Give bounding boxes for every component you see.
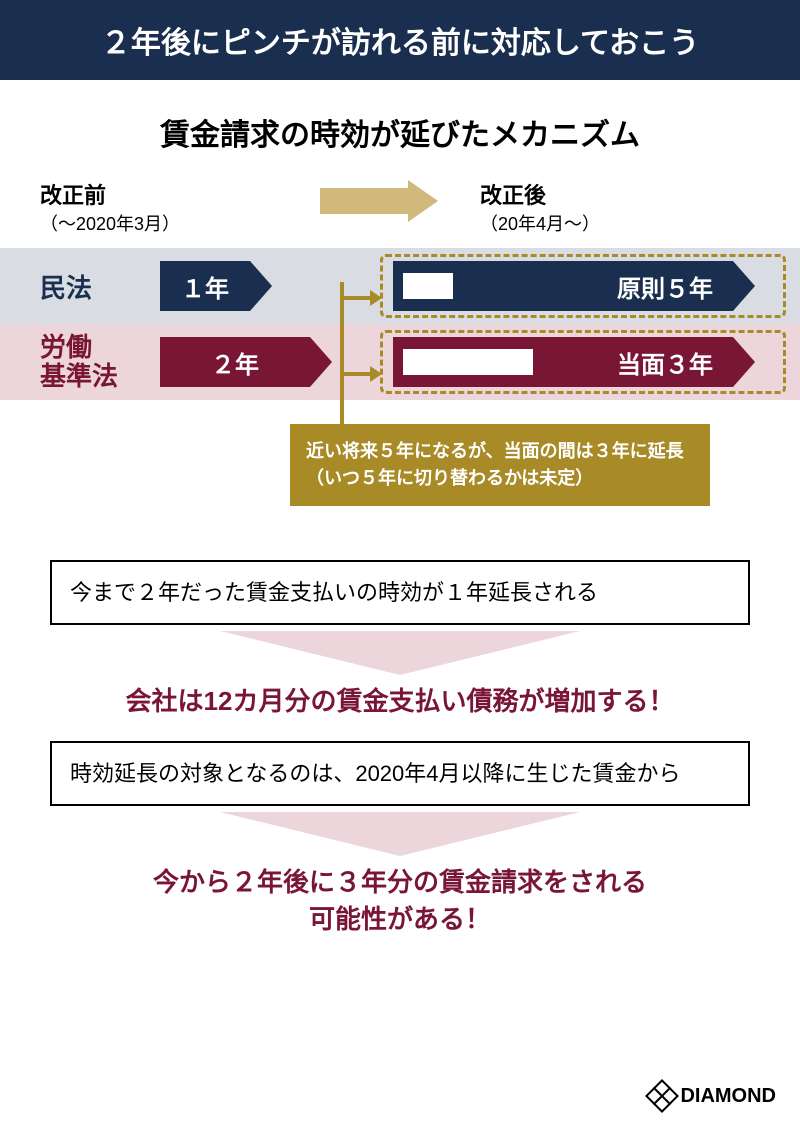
flow-box-1: 今まで２年だった賃金支払いの時効が１年延長される <box>50 560 750 625</box>
civil-after-box: 原則５年 <box>380 254 786 318</box>
row-labor-law: 労働 基準法 ２年 当面３年 <box>0 324 800 400</box>
row-civil-law: 民法 １年 原則５年 <box>0 248 800 324</box>
arrowhead-icon <box>370 366 382 382</box>
period-arrow <box>310 178 450 218</box>
connector-h1 <box>340 296 372 300</box>
civil-after-chip: 原則５年 <box>393 261 733 311</box>
emphasis-1-text: 会社は12カ月分の賃金支払い債務が増加する！ <box>126 686 675 716</box>
emphasis-2-text: 今から２年後に３年分の賃金請求をされる 可能性がある！ <box>153 867 647 933</box>
chevron-right-icon <box>733 337 755 387</box>
chevron-right-icon <box>310 337 332 387</box>
period-before-sub: （〜2020年3月） <box>40 210 310 236</box>
chevron-right-icon <box>250 261 272 311</box>
emphasis-2: 今から２年後に３年分の賃金請求をされる 可能性がある！ <box>50 864 750 937</box>
period-after-sub: （20年4月〜） <box>480 210 760 236</box>
civil-after-value: 原則５年 <box>617 269 713 304</box>
labor-before-chip: ２年 <box>160 337 310 387</box>
diamond-icon <box>645 1079 679 1113</box>
note-text: 近い将来５年になるが、当面の間は３年に延長 （いつ５年に切り替わるかは未定） <box>306 441 684 488</box>
period-before-title: 改正前 <box>40 178 310 210</box>
labor-label-line1: 労働 <box>40 333 160 362</box>
labor-law-label: 労働 基準法 <box>40 333 160 390</box>
civil-before-chip: １年 <box>160 261 250 311</box>
period-headers: 改正前 （〜2020年3月） 改正後 （20年4月〜） <box>0 178 800 236</box>
period-after: 改正後 （20年4月〜） <box>450 178 760 236</box>
labor-after-value: 当面３年 <box>617 345 713 380</box>
emphasis-1: 会社は12カ月分の賃金支払い債務が増加する！ <box>50 683 750 719</box>
brand-logo: DIAMOND <box>650 1084 776 1108</box>
flow-box-1-text: 今まで２年だった賃金支払いの時効が１年延長される <box>70 580 598 605</box>
subtitle: 賃金請求の時効が延びたメカニズム <box>0 110 800 154</box>
period-before: 改正前 （〜2020年3月） <box>40 178 310 236</box>
connector-vertical <box>340 282 344 424</box>
labor-before-value: ２年 <box>211 345 259 380</box>
labor-label-line2: 基準法 <box>40 362 160 391</box>
civil-law-label: 民法 <box>40 268 160 305</box>
down-arrow-icon <box>220 631 580 675</box>
notch-icon <box>403 273 453 299</box>
arrowhead-icon <box>370 290 382 306</box>
period-after-title: 改正後 <box>480 178 760 210</box>
flow-box-2: 時効延長の対象となるのは、2020年4月以降に生じた賃金から <box>50 741 750 806</box>
chevron-right-icon <box>733 261 755 311</box>
subtitle-text: 賃金請求の時効が延びたメカニズム <box>160 119 640 152</box>
header-text: ２年後にピンチが訪れる前に対応しておこう <box>101 27 699 60</box>
header-band: ２年後にピンチが訪れる前に対応しておこう <box>0 0 800 80</box>
connector-h2 <box>340 372 372 376</box>
transition-arrow-icon <box>320 184 440 218</box>
labor-after-chip: 当面３年 <box>393 337 733 387</box>
note-box: 近い将来５年になるが、当面の間は３年に延長 （いつ５年に切り替わるかは未定） <box>290 424 710 506</box>
flow-box-2-text: 時効延長の対象となるのは、2020年4月以降に生じた賃金から <box>70 761 681 786</box>
labor-after-box: 当面３年 <box>380 330 786 394</box>
down-arrow-icon <box>220 812 580 856</box>
civil-before-value: １年 <box>181 269 229 304</box>
notch-icon <box>403 349 533 375</box>
brand-text: DIAMOND <box>680 1085 776 1108</box>
